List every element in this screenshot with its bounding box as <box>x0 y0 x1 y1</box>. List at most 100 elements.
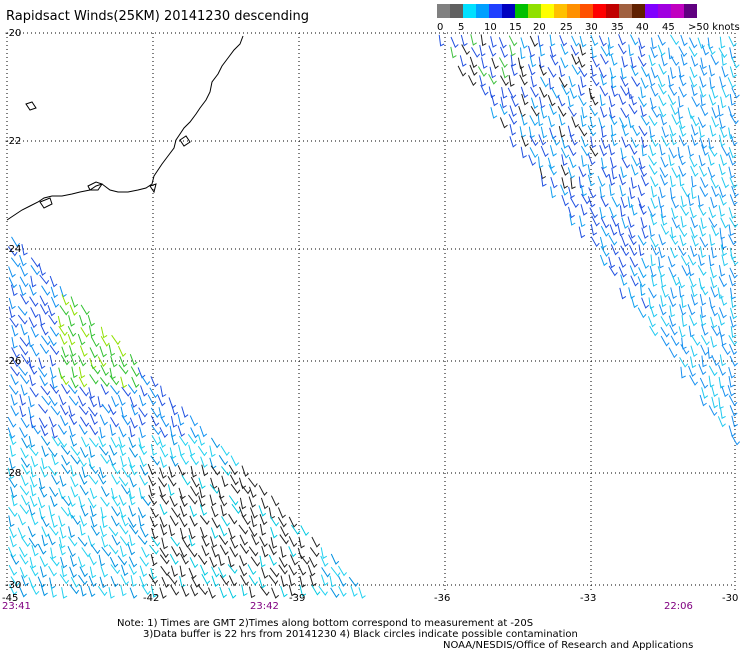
wind-barb <box>218 567 227 579</box>
wind-barb <box>728 207 736 219</box>
wind-barb <box>190 486 200 497</box>
legend-swatch <box>463 4 476 18</box>
wind-barb <box>650 107 660 118</box>
wind-barb <box>730 326 737 338</box>
wind-barb <box>630 56 637 69</box>
wind-barb <box>170 433 178 446</box>
wind-barb <box>620 67 627 80</box>
wind-barb <box>39 466 48 478</box>
wind-barb <box>730 296 737 308</box>
wind-barb <box>507 87 517 99</box>
wind-barb <box>320 555 329 567</box>
wind-barb <box>211 546 219 558</box>
wind-barb <box>228 513 238 525</box>
wind-barb <box>138 407 148 418</box>
wind-barb <box>197 434 205 446</box>
wind-barb <box>28 284 37 296</box>
wind-barb <box>109 556 119 568</box>
wind-barb <box>29 556 37 569</box>
wind-barb <box>600 46 610 57</box>
wind-barb <box>8 433 17 446</box>
wind-barb <box>117 555 128 566</box>
wind-barb <box>718 314 725 326</box>
wind-barb <box>210 527 219 539</box>
wind-barb <box>678 226 688 238</box>
wind-barb <box>659 174 668 186</box>
wind-barb <box>669 247 678 259</box>
footnotes: Note: 1) Times are GMT 2)Times along bot… <box>117 618 693 650</box>
wind-barb <box>671 217 680 229</box>
wind-barb <box>679 304 687 316</box>
wind-barb <box>230 483 241 494</box>
wind-barb <box>101 403 112 414</box>
wind-barb <box>79 524 86 536</box>
wind-barb <box>129 354 138 366</box>
wind-barb <box>600 225 610 237</box>
wind-barb <box>557 106 567 117</box>
legend-swatch <box>567 4 580 18</box>
wind-barb <box>571 53 580 65</box>
wind-barb <box>647 206 656 218</box>
wind-barb <box>100 326 108 339</box>
wind-barb <box>51 427 58 439</box>
wind-barb <box>77 395 87 407</box>
wind-barb <box>167 484 175 497</box>
wind-barb <box>128 487 136 500</box>
wind-barb <box>620 76 629 88</box>
wind-barb <box>697 265 707 276</box>
lat-label: -22 <box>5 136 21 147</box>
wind-barb <box>678 135 688 147</box>
wind-barb <box>20 417 30 429</box>
wind-barb <box>99 377 110 387</box>
wind-barb <box>151 425 162 436</box>
longitude-labels: -45 -42 -39 -36 -33 -30 <box>2 593 738 604</box>
wind-barb <box>630 34 639 46</box>
wind-barb <box>17 314 28 325</box>
wind-barb <box>708 365 718 377</box>
wind-barb <box>141 496 151 507</box>
legend-label: 45 <box>662 22 675 33</box>
wind-barb <box>47 534 56 546</box>
legend-swatch <box>645 4 658 18</box>
wind-barb <box>477 66 487 77</box>
coastline <box>6 35 244 221</box>
wind-barb <box>37 496 46 509</box>
lon-label: -45 <box>2 593 18 604</box>
wind-barb <box>729 344 738 356</box>
legend-label: 30 <box>585 22 598 33</box>
wind-barb <box>728 36 737 48</box>
wind-barb <box>67 507 76 519</box>
wind-barb <box>617 43 627 55</box>
wind-barb <box>8 266 16 278</box>
legend-swatch <box>476 4 489 18</box>
wind-barb <box>667 256 676 268</box>
wind-barb <box>50 296 60 308</box>
wind-barb <box>18 366 28 377</box>
wind-barb <box>438 34 445 47</box>
wind-barb <box>161 537 168 550</box>
wind-barb <box>611 167 618 180</box>
wind-barb <box>189 515 198 527</box>
wind-barb <box>11 347 20 359</box>
wind-barb <box>620 166 627 179</box>
wind-barb <box>159 587 167 599</box>
wind-barb <box>28 317 38 329</box>
wind-barb <box>40 335 51 346</box>
wind-barb <box>249 586 256 599</box>
wind-barb <box>78 376 88 388</box>
wind-barb <box>728 154 737 166</box>
wind-barb <box>79 515 88 527</box>
wind-barb <box>581 155 587 167</box>
wind-barb <box>180 454 189 465</box>
wind-barb <box>10 284 18 297</box>
wind-barb <box>561 177 569 189</box>
wind-barb <box>600 246 610 257</box>
wind-barb <box>48 505 55 517</box>
wind-barb <box>628 227 636 239</box>
wind-barb <box>179 565 186 578</box>
wind-barb <box>631 155 640 167</box>
wind-barb <box>209 494 217 507</box>
wind-barb <box>479 44 486 57</box>
wind-barb <box>640 175 649 187</box>
wind-barb <box>150 415 160 427</box>
